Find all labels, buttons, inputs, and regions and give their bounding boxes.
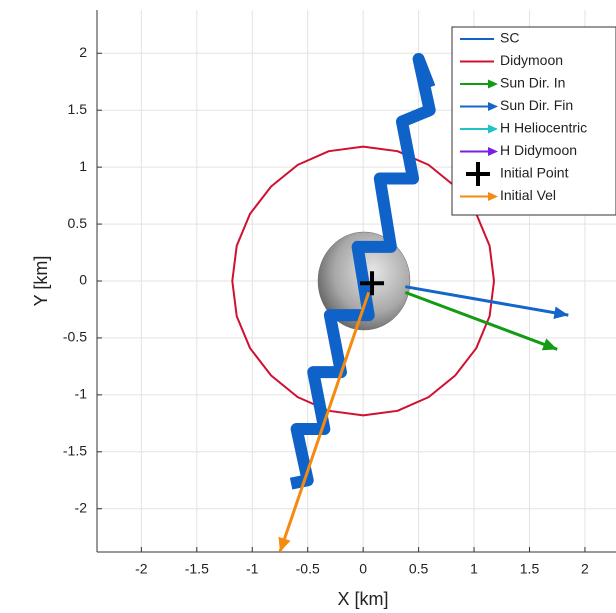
legend: SC Didymoon Sun Dir. In Sun Dir. Fin H Helio… [451, 26, 616, 216]
arrow-head [488, 192, 498, 201]
arrow [405, 285, 569, 317]
x-tick-label: -0.5 [296, 561, 320, 577]
legend-label: Initial Point [500, 165, 569, 181]
marker [360, 271, 385, 296]
legend-label: Sun Dir. Fin [500, 97, 573, 113]
arrow [278, 291, 371, 552]
x-tick-label: 0 [359, 561, 367, 577]
arrow-head [488, 124, 498, 134]
y-axis-label: Y [km] [31, 256, 51, 307]
arrow [404, 290, 558, 351]
legend-swatch [466, 162, 490, 186]
legend-label: Didymoon [500, 52, 563, 68]
y-tick-label: 1.5 [68, 101, 88, 117]
x-tick-label: -2 [135, 561, 148, 577]
x-tick-label: -1 [246, 561, 259, 577]
arrow-head [488, 102, 498, 111]
legend-label: H Didymoon [500, 142, 577, 158]
x-tick-label: 1.5 [520, 561, 540, 577]
x-tick-label: 2 [581, 561, 589, 577]
legend-label: Initial Vel [500, 187, 556, 203]
series-line [231, 145, 496, 417]
x-tick-label: -1.5 [185, 561, 209, 577]
y-tick-label: -1.5 [63, 443, 87, 459]
y-tick-label: 2 [79, 44, 87, 60]
y-tick-label: 0 [79, 272, 87, 288]
x-tick-label: 1 [470, 561, 478, 577]
legend-label: SC [500, 30, 519, 46]
x-axis-label: X [km] [337, 589, 388, 609]
arrow-head [488, 147, 498, 156]
y-tick-label: 0.5 [68, 215, 88, 231]
arrow-head [278, 536, 291, 552]
y-tick-label: -0.5 [63, 329, 87, 345]
arrow-head [541, 338, 558, 351]
arrow-head [553, 306, 569, 319]
plot-area [231, 52, 569, 552]
legend-label: Sun Dir. In [500, 75, 565, 91]
y-tick-label: -1 [75, 386, 88, 402]
y-tick-label: -2 [75, 499, 88, 515]
y-tick-label: 1 [79, 158, 87, 174]
arrow-head [488, 79, 498, 89]
x-tick-label: 0.5 [409, 561, 429, 577]
series-line [289, 52, 436, 490]
legend-label: H Heliocentric [500, 120, 587, 136]
